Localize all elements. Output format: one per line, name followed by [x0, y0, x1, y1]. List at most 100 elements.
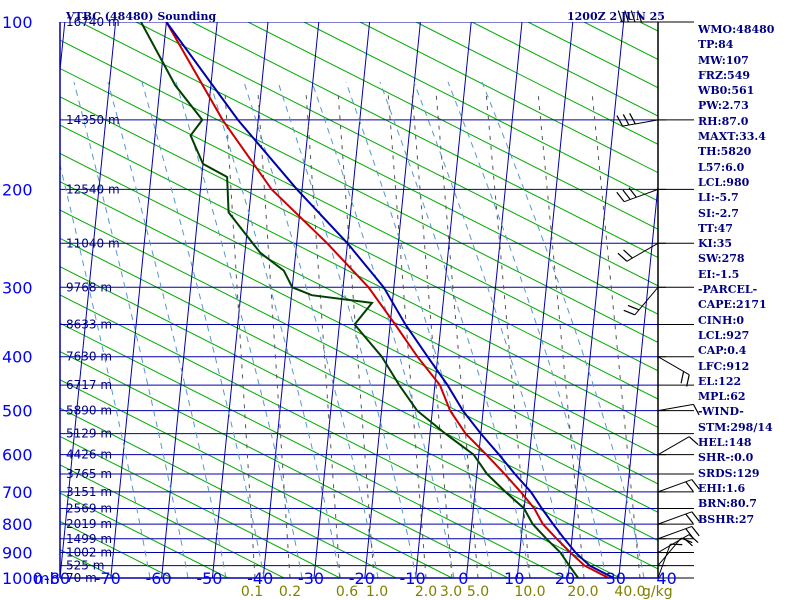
wind-barb-flag	[691, 526, 700, 537]
mixing-ratio-label: 1.0	[366, 584, 388, 600]
height-label: 3765 m	[66, 467, 112, 481]
moist-adiabat-line	[175, 81, 303, 578]
index-row: LCL:927	[698, 328, 750, 342]
moist-adiabat-line	[141, 81, 265, 578]
mixing-ratio-line	[305, 91, 341, 578]
mixing-ratio-label: 3.0	[440, 584, 462, 600]
dry-adiabat-line	[60, 379, 453, 578]
index-row: KI:35	[698, 237, 733, 251]
sounding-line	[140, 22, 580, 578]
index-row: TH:5820	[698, 145, 752, 159]
moist-adiabat-line	[345, 81, 493, 578]
wind-barb-flag	[688, 436, 699, 446]
height-label: 2019 m	[66, 517, 112, 531]
moist-adiabat-line	[60, 162, 151, 578]
isotherm-line	[364, 22, 421, 578]
isotherm-line	[262, 22, 320, 578]
wind-barb-flag	[623, 309, 636, 316]
index-row: TP:84	[698, 38, 734, 52]
height-label: 2569 m	[66, 502, 112, 516]
height-label: 1002 m	[66, 546, 112, 560]
temperature-tick-label: -30	[298, 569, 324, 588]
mixing-ratio-line	[224, 91, 256, 578]
isotherm-line	[211, 22, 269, 578]
index-row: -PARCEL-	[698, 283, 758, 297]
moist-adiabat-line	[107, 81, 227, 578]
temperature-tick-label: 10	[504, 569, 524, 588]
height-label: 7630 m	[66, 350, 112, 364]
moist-adiabat-line	[209, 81, 341, 578]
isotherm-line	[567, 22, 625, 578]
wind-barb-flag	[680, 371, 685, 384]
mixing-ratio-unit: g/kg	[642, 584, 673, 600]
pressure-unit-label: mb	[34, 569, 60, 588]
dry-adiabat-line	[60, 322, 565, 578]
index-row: WB0:561	[698, 84, 755, 98]
temperature-tick-label: -40	[247, 569, 273, 588]
wind-barb-flag	[630, 10, 636, 23]
wind-barb-flag	[624, 10, 630, 23]
wind-barb-staff	[657, 403, 694, 412]
height-label: 12540 m	[66, 182, 120, 196]
moist-adiabat-line	[413, 81, 569, 578]
index-row: CINH:0	[698, 313, 745, 327]
index-row: EI:-1.5	[698, 267, 740, 281]
temperature-tick-label: 20	[555, 569, 575, 588]
dry-adiabat-line	[303, 22, 658, 202]
index-row: CAP:0.4	[698, 344, 747, 358]
wind-barb-flag	[629, 113, 636, 125]
dry-adiabat-line	[60, 39, 658, 344]
index-row: HEL:148	[698, 436, 752, 450]
pressure-tick-label: 400	[2, 348, 33, 367]
dry-adiabat-line	[135, 22, 658, 287]
wind-barb-flag	[685, 481, 694, 492]
height-label: 14350 m	[66, 113, 120, 127]
dry-adiabat-line	[60, 181, 658, 485]
mixing-ratio-label: 0.2	[279, 584, 301, 600]
mixing-ratio-lines	[60, 81, 645, 578]
chart-title: VTBC (48480) Sounding	[65, 10, 216, 23]
dry-adiabat-line	[79, 22, 658, 315]
wind-barb-flag	[616, 115, 624, 127]
moist-adiabat-line	[277, 81, 417, 578]
pressure-tick-label: 100	[2, 13, 33, 32]
index-row: CAPE:2171	[698, 298, 767, 312]
dry-adiabat-line	[60, 237, 658, 542]
wind-barb-flag	[617, 252, 628, 262]
index-row: MW:107	[698, 53, 749, 67]
mixing-ratio-label: 10.0	[514, 584, 545, 600]
mixing-ratio-line	[591, 91, 641, 578]
index-row: MAXT:33.4	[698, 130, 766, 144]
dry-adiabat-line	[60, 407, 397, 578]
index-row: SW:278	[698, 252, 745, 266]
index-row: L57:6.0	[698, 160, 745, 174]
mixing-ratio-line	[537, 91, 585, 578]
index-row: EL:122	[698, 374, 742, 388]
moist-adiabat-line	[243, 81, 379, 578]
height-label: 8633 m	[66, 318, 112, 332]
isotherm-line	[161, 22, 218, 578]
index-row: RH:87.0	[698, 114, 749, 128]
temperature-tick-label: -50	[196, 569, 222, 588]
mixing-ratio-line	[435, 91, 479, 578]
wind-barb-flag	[622, 114, 630, 126]
dry-adiabat-line	[60, 96, 658, 400]
mixing-ratio-label: 0.6	[336, 584, 358, 600]
wind-barb-flag	[686, 374, 690, 387]
pressure-tick-label: 200	[2, 180, 33, 199]
dry-adiabat-line	[60, 209, 658, 513]
index-row: PW:2.73	[698, 99, 749, 113]
pressure-tick-label: 500	[2, 402, 33, 421]
moist-adiabat-line	[379, 81, 531, 578]
wind-barb-flag	[623, 249, 633, 259]
pressure-tick-label: 800	[2, 515, 33, 534]
index-row: STM:298/14	[698, 420, 773, 434]
height-label: 525 m	[66, 559, 104, 573]
wind-barb-flag	[628, 187, 637, 198]
index-row: SI:-2.7	[698, 206, 739, 220]
dry-adiabat-line	[60, 266, 658, 570]
index-row: MPL:62	[698, 390, 746, 404]
height-label: 3151 m	[66, 485, 112, 499]
wind-barb-flag	[691, 511, 700, 522]
temperature-tick-label: -60	[146, 569, 172, 588]
